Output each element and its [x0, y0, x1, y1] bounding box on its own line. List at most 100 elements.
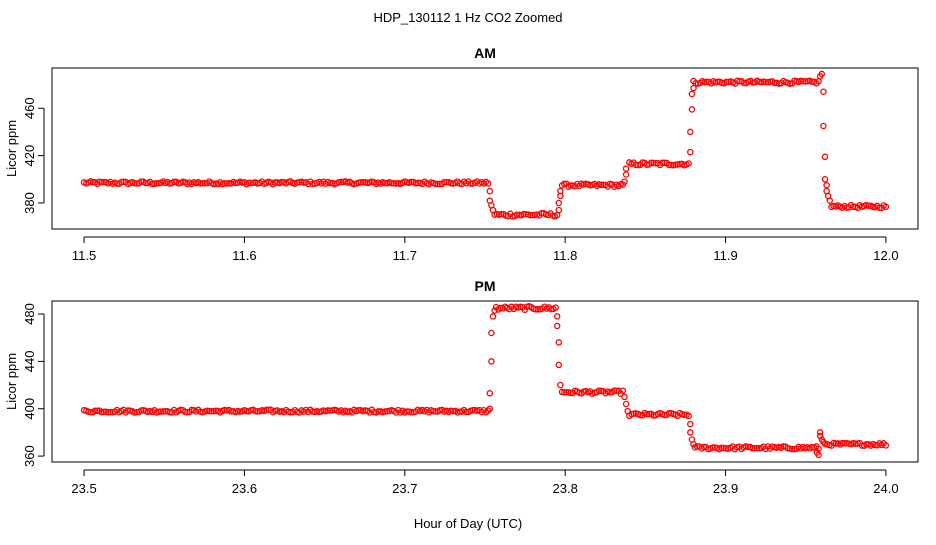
data-point [199, 179, 206, 187]
data-point [690, 440, 697, 448]
x-tick-label: 23.7 [392, 481, 417, 496]
plot-frame [51, 300, 919, 463]
data-point [488, 329, 495, 337]
figure-x-axis-label: Hour of Day (UTC) [414, 516, 522, 531]
data-point [124, 407, 132, 414]
data-point [688, 106, 696, 113]
data-point [610, 387, 618, 394]
data-point [520, 210, 527, 218]
data-point [324, 407, 332, 414]
data-point [613, 387, 620, 394]
data-point [532, 306, 540, 313]
data-point [749, 445, 756, 452]
y-tick-label: 440 [22, 351, 37, 373]
data-point [555, 199, 563, 207]
data-point [720, 444, 728, 452]
x-tick-label: 11.6 [232, 248, 256, 263]
data-point [100, 408, 108, 415]
x-tick-label: 11.9 [713, 248, 737, 263]
data-point [815, 451, 822, 459]
data-point [839, 439, 846, 447]
y-tick-label: 380 [22, 192, 37, 214]
data-point [622, 400, 630, 408]
data-point [107, 408, 114, 416]
data-point [337, 178, 345, 186]
x-tick-label: 23.8 [553, 481, 578, 496]
data-point [153, 180, 160, 187]
x-tick-label: 11.8 [553, 248, 577, 263]
y-axis: 360 400 440 480 [22, 303, 45, 467]
data-point [557, 187, 564, 195]
panel-am: AM 11.5 11.6 11.7 11.8 11.9 12.0 380 420 460Licor… [4, 45, 919, 263]
data-point [441, 178, 448, 186]
y-tick-label: 420 [22, 145, 37, 167]
data-point [632, 161, 640, 169]
data-point [488, 358, 495, 365]
data-point [434, 180, 441, 188]
data-point [326, 407, 334, 414]
y-tick-label: 360 [22, 445, 37, 467]
data-point [687, 420, 694, 428]
data-point [557, 381, 564, 389]
data-point [206, 407, 213, 415]
data-point [723, 78, 730, 86]
data-point [484, 180, 492, 187]
data-point [650, 159, 657, 167]
data-point [622, 171, 630, 178]
data-point [489, 206, 497, 214]
data-point [555, 339, 563, 346]
data-point [820, 122, 827, 130]
data-point [489, 313, 497, 320]
y-tick-label: 400 [22, 398, 37, 420]
data-points [80, 303, 890, 459]
data-point [865, 202, 872, 209]
data-point [271, 179, 279, 186]
data-point [882, 203, 890, 211]
data-point [659, 159, 666, 167]
data-point [788, 445, 796, 453]
data-point [820, 438, 827, 446]
data-point [208, 407, 215, 415]
x-tick-label: 24.0 [873, 481, 898, 496]
data-point [552, 304, 559, 311]
data-point [841, 440, 848, 447]
y-axis-label: Licor ppm [4, 353, 19, 410]
data-point [771, 79, 778, 87]
data-point [403, 408, 411, 415]
data-point [430, 407, 437, 415]
data-point [665, 161, 673, 169]
data-point [491, 307, 498, 314]
panel-title: AM [474, 45, 496, 61]
plot-frame [51, 67, 919, 230]
data-point [643, 410, 651, 418]
data-point [622, 165, 630, 172]
data-point [529, 211, 536, 219]
data-point [388, 179, 395, 187]
data-point [621, 393, 628, 401]
data-point [621, 178, 628, 185]
data-point [553, 322, 561, 330]
x-axis: 23.5 23.6 23.7 23.8 23.9 24.0 [71, 469, 899, 496]
data-point [823, 181, 830, 189]
x-tick-label: 11.5 [72, 248, 96, 263]
data-point [486, 405, 494, 412]
x-axis: 11.5 11.6 11.7 11.8 11.9 12.0 [72, 236, 899, 263]
data-point [486, 390, 494, 397]
panel-pm: PM 23.5 23.6 23.7 23.8 23.9 24.0 360 400 440 480 Li… [4, 278, 919, 496]
data-point [687, 429, 694, 436]
data-point [762, 78, 770, 86]
data-point [534, 306, 542, 313]
data-point [820, 88, 827, 95]
data-point [821, 153, 829, 161]
data-point [597, 181, 605, 189]
data-point [486, 187, 494, 195]
data-point [553, 313, 561, 320]
data-point [560, 389, 568, 396]
data-point [567, 182, 574, 189]
data-point [263, 406, 270, 414]
data-point [563, 389, 570, 396]
y-tick-label: 480 [22, 303, 37, 325]
data-point [826, 197, 834, 204]
